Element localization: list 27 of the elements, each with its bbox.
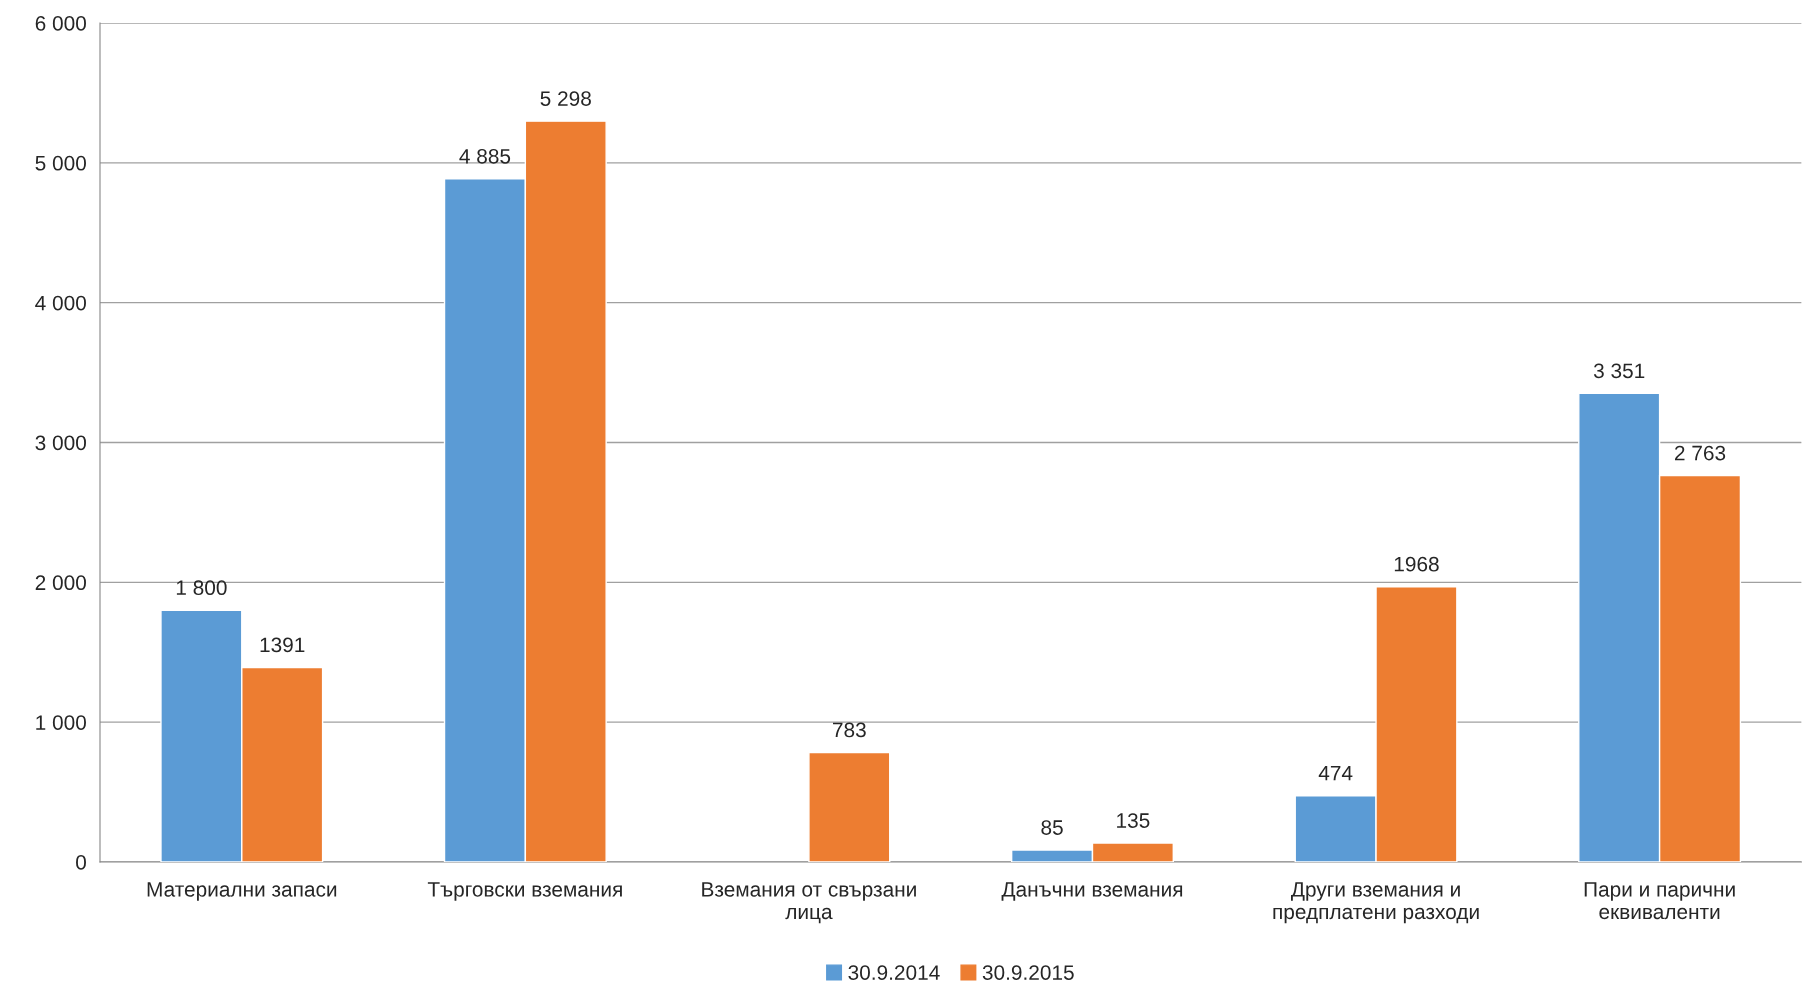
y-tick-label: 0 bbox=[76, 855, 86, 870]
data-label: 783 bbox=[833, 722, 866, 738]
data-label: 3 351 bbox=[1593, 363, 1645, 379]
y-tick-label: 4 000 bbox=[35, 295, 86, 311]
data-label: 4 885 bbox=[459, 148, 511, 164]
x-tick-label: Данъчни вземания bbox=[1001, 882, 1183, 901]
y-tick-label: 2 000 bbox=[35, 575, 86, 591]
x-tick-label: Други вземания и предплатени разходи bbox=[1273, 882, 1479, 924]
y-tick-label: 3 000 bbox=[35, 435, 86, 451]
data-label: 1 800 bbox=[176, 580, 227, 596]
data-label: 85 bbox=[1041, 820, 1063, 835]
x-tick-label: Пари и парични еквиваленти bbox=[1584, 882, 1735, 920]
y-tick-label: 6 000 bbox=[35, 16, 86, 31]
y-tick-label: 5 000 bbox=[35, 155, 86, 171]
x-tick-label: Материални запаси bbox=[147, 882, 337, 901]
x-tick-label: Търговски вземания bbox=[427, 882, 622, 901]
bar bbox=[808, 751, 891, 862]
y-tick-label: 1 000 bbox=[36, 715, 86, 730]
data-label: 135 bbox=[1117, 813, 1150, 828]
legend-label: 30.9.2015 bbox=[982, 965, 1074, 980]
data-label: 1391 bbox=[260, 637, 305, 653]
data-label: 2 763 bbox=[1675, 445, 1726, 461]
x-tick-label: Вземания от свързани лица bbox=[702, 882, 916, 924]
data-label: 1968 bbox=[1394, 556, 1439, 572]
data-label: 5 298 bbox=[540, 91, 591, 106]
legend-label: 30.9.2014 bbox=[848, 965, 940, 980]
data-label: 474 bbox=[1318, 765, 1353, 781]
